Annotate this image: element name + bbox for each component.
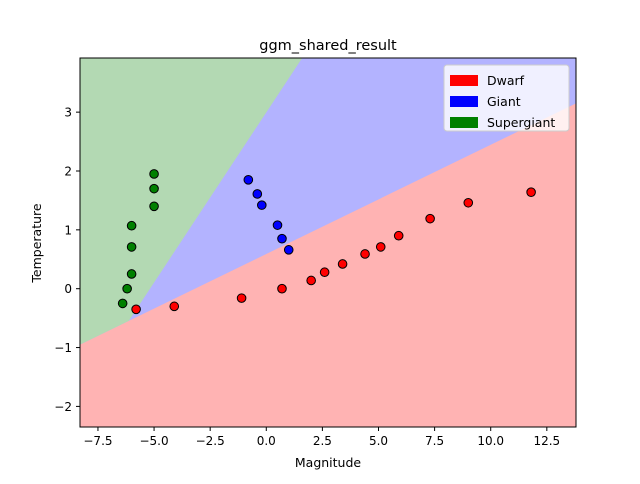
data-point-dwarf: [393, 230, 404, 241]
y-tick-label: 3: [64, 106, 72, 120]
legend-swatch-dwarf: [450, 75, 478, 86]
data-point-dwarf: [526, 187, 536, 197]
x-tick-label: 10.0: [477, 434, 504, 448]
data-point-supergiant: [122, 283, 132, 294]
data-point-dwarf: [277, 283, 287, 294]
data-point-supergiant: [149, 183, 159, 194]
legend-swatch-giant: [450, 96, 478, 107]
series-dwarf: [131, 187, 536, 315]
data-point-dwarf: [131, 304, 141, 315]
data-point-giant: [252, 189, 263, 199]
data-point-giant: [243, 175, 254, 185]
series-giant: [243, 175, 294, 255]
y-tick-label: 1: [64, 223, 72, 237]
legend-label-dwarf: Dwarf: [487, 73, 525, 88]
x-tick-label: −7.5: [83, 434, 112, 448]
x-tick-label: 7.5: [425, 434, 444, 448]
y-tick-label: −1: [54, 341, 72, 355]
legend-swatch-supergiant: [450, 117, 478, 128]
y-tick-label: −2: [54, 400, 72, 414]
y-tick-label: 0: [64, 282, 72, 296]
data-point-dwarf: [306, 275, 316, 286]
data-point-dwarf: [425, 213, 435, 224]
x-tick-label: 12.5: [533, 434, 560, 448]
data-point-dwarf: [236, 293, 247, 303]
data-point-giant: [256, 200, 267, 210]
series-supergiant: [117, 169, 159, 309]
data-point-supergiant: [126, 269, 137, 279]
x-tick-label: 2.5: [313, 434, 332, 448]
data-point-supergiant: [126, 220, 137, 231]
x-tick-label: −5.0: [139, 434, 168, 448]
data-point-giant: [283, 245, 294, 255]
legend-label-supergiant: Supergiant: [487, 115, 555, 130]
x-tick-label: 0.0: [257, 434, 276, 448]
data-point-dwarf: [463, 197, 474, 208]
legend: Dwarf Giant Supergiant: [443, 64, 570, 132]
plot-area: [80, 58, 576, 427]
data-point-dwarf: [169, 301, 180, 312]
y-axis-label: Temperature: [29, 203, 44, 283]
data-point-dwarf: [360, 249, 370, 259]
x-tick-label: −2.5: [196, 434, 225, 448]
x-axis-label: Magnitude: [295, 455, 362, 470]
data-point-supergiant: [149, 201, 159, 212]
data-point-dwarf: [319, 267, 330, 278]
legend-label-giant: Giant: [487, 94, 521, 109]
x-tick-label: 5.0: [369, 434, 388, 448]
data-point-dwarf: [375, 242, 386, 252]
y-tick-label: 2: [64, 164, 72, 178]
data-point-giant: [272, 220, 283, 230]
data-point-supergiant: [149, 169, 159, 179]
data-point-supergiant: [126, 242, 137, 252]
data-point-supergiant: [117, 298, 128, 309]
data-point-giant: [277, 233, 287, 244]
axes-frame: [79, 57, 577, 428]
data-point-dwarf: [337, 259, 348, 269]
chart-title: ggm_shared_result: [259, 38, 397, 54]
